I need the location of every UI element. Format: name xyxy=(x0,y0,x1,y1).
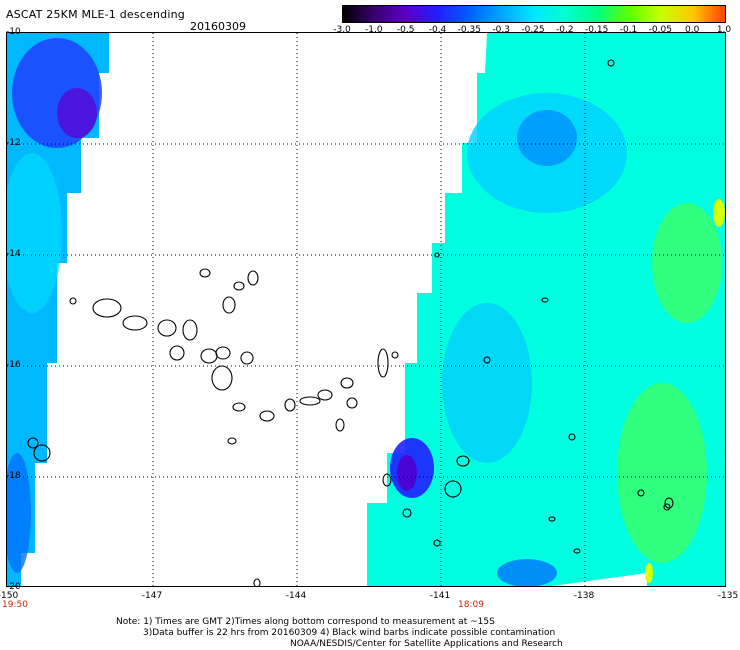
swath-right-green-region-lower xyxy=(617,383,707,563)
latitude-label: -18 xyxy=(6,471,21,481)
latitude-label: -10 xyxy=(6,27,21,37)
swath-left-lowest-region xyxy=(57,88,97,138)
color-scale-tick-label: 1.0 xyxy=(716,25,732,35)
color-scale-bar xyxy=(342,5,726,23)
island-coastline xyxy=(456,455,470,467)
island-coastline xyxy=(444,480,462,498)
island-coastline xyxy=(169,345,185,361)
island-coastline xyxy=(227,437,237,445)
island-coastline xyxy=(433,539,441,547)
island-coastline xyxy=(182,319,198,341)
color-scale-tick-label: -0.4 xyxy=(428,25,447,35)
longitude-label: -150 xyxy=(0,591,19,601)
latitude-label: -14 xyxy=(6,249,21,259)
island-coastline xyxy=(200,348,218,364)
island-coastline xyxy=(340,377,354,389)
longitude-label: -135 xyxy=(717,591,739,601)
time-label-left: 19:50 xyxy=(2,600,28,610)
island-coastline xyxy=(284,398,296,412)
island-coastline xyxy=(568,433,576,441)
island-coastline xyxy=(211,365,233,391)
note-line-1: Note: 1) Times are GMT 2)Times along bot… xyxy=(116,617,495,627)
swath-right-bottom-patch xyxy=(497,559,557,587)
color-scale-tick-label: -0.25 xyxy=(521,25,545,35)
island-coastline xyxy=(548,516,556,522)
island-coastline xyxy=(391,351,399,359)
longitude-label: -147 xyxy=(141,591,163,601)
product-title: ASCAT 25KM MLE-1 descending xyxy=(6,8,185,21)
island-coastline xyxy=(33,444,51,462)
island-coastline xyxy=(664,497,674,509)
map-canvas xyxy=(2,33,725,588)
color-scale-tick-label: -0.35 xyxy=(457,25,481,35)
island-coastline xyxy=(215,346,231,360)
island-coastline xyxy=(541,297,549,303)
swath-right-mid-region xyxy=(442,303,532,463)
island-coastline xyxy=(607,59,615,67)
color-scale-tick-label: -0.05 xyxy=(648,25,672,35)
longitude-label: -141 xyxy=(429,591,451,601)
swath-right-yellow-patch-bottom xyxy=(645,563,653,583)
island-coastline xyxy=(483,356,491,364)
latitude-label: -16 xyxy=(6,360,21,370)
note-line-2: 3)Data buffer is 22 hrs from 20160309 4)… xyxy=(143,628,556,638)
island-coastline xyxy=(382,473,392,487)
island-coastline xyxy=(377,348,389,378)
island-coastline xyxy=(233,281,245,291)
island-coastline xyxy=(199,268,211,278)
island-coastline xyxy=(122,315,148,331)
island-coastline xyxy=(157,319,177,337)
island-coastline xyxy=(402,508,412,518)
color-scale-tick-label: -0.5 xyxy=(396,25,415,35)
island-coastline xyxy=(92,298,122,318)
color-scale-tick-label: 0.0 xyxy=(684,25,700,35)
island-coastline xyxy=(27,437,39,449)
color-scale-tick-label: -0.15 xyxy=(585,25,609,35)
island-coastline xyxy=(663,503,671,511)
island-coastline xyxy=(259,410,275,422)
island-coastline xyxy=(637,489,645,497)
island-coastline xyxy=(240,351,254,365)
time-label-center: 18:09 xyxy=(458,600,484,610)
island-coastline xyxy=(434,252,440,258)
island-coastline xyxy=(573,548,581,554)
swath-right-green-region xyxy=(652,203,722,323)
latitude-label: -12 xyxy=(6,138,21,148)
color-scale-tick-label: -0.3 xyxy=(492,25,510,35)
swath-right-lower-region xyxy=(517,110,577,166)
island-coastline xyxy=(299,396,321,406)
island-coastline xyxy=(346,397,358,409)
note-line-3: NOAA/NESDIS/Center for Satellite Applica… xyxy=(290,639,563,649)
island-coastline xyxy=(247,270,259,286)
island-coastline xyxy=(335,418,345,432)
island-coastline xyxy=(69,297,77,305)
product-date: 20160309 xyxy=(190,20,246,33)
swath-right-purple-patch xyxy=(397,455,417,491)
swath-left-mid-region xyxy=(2,153,62,313)
color-scale-tick-label: -0.2 xyxy=(556,25,574,35)
island-coastline xyxy=(222,296,236,314)
swath-left-bottom-region xyxy=(3,453,31,573)
island-coastline xyxy=(317,389,333,401)
longitude-label: -138 xyxy=(573,591,595,601)
color-scale-tick-label: -1.0 xyxy=(365,25,383,35)
longitude-label: -144 xyxy=(285,591,307,601)
island-coastline xyxy=(253,578,261,588)
swath-right-yellow-patch xyxy=(713,199,725,227)
island-coastline xyxy=(232,402,246,412)
color-scale-tick-label: -3.0 xyxy=(333,25,351,35)
map-panel xyxy=(2,32,726,588)
color-scale-tick-label: -0.1 xyxy=(619,25,638,35)
latitude-label: -20 xyxy=(6,582,21,592)
